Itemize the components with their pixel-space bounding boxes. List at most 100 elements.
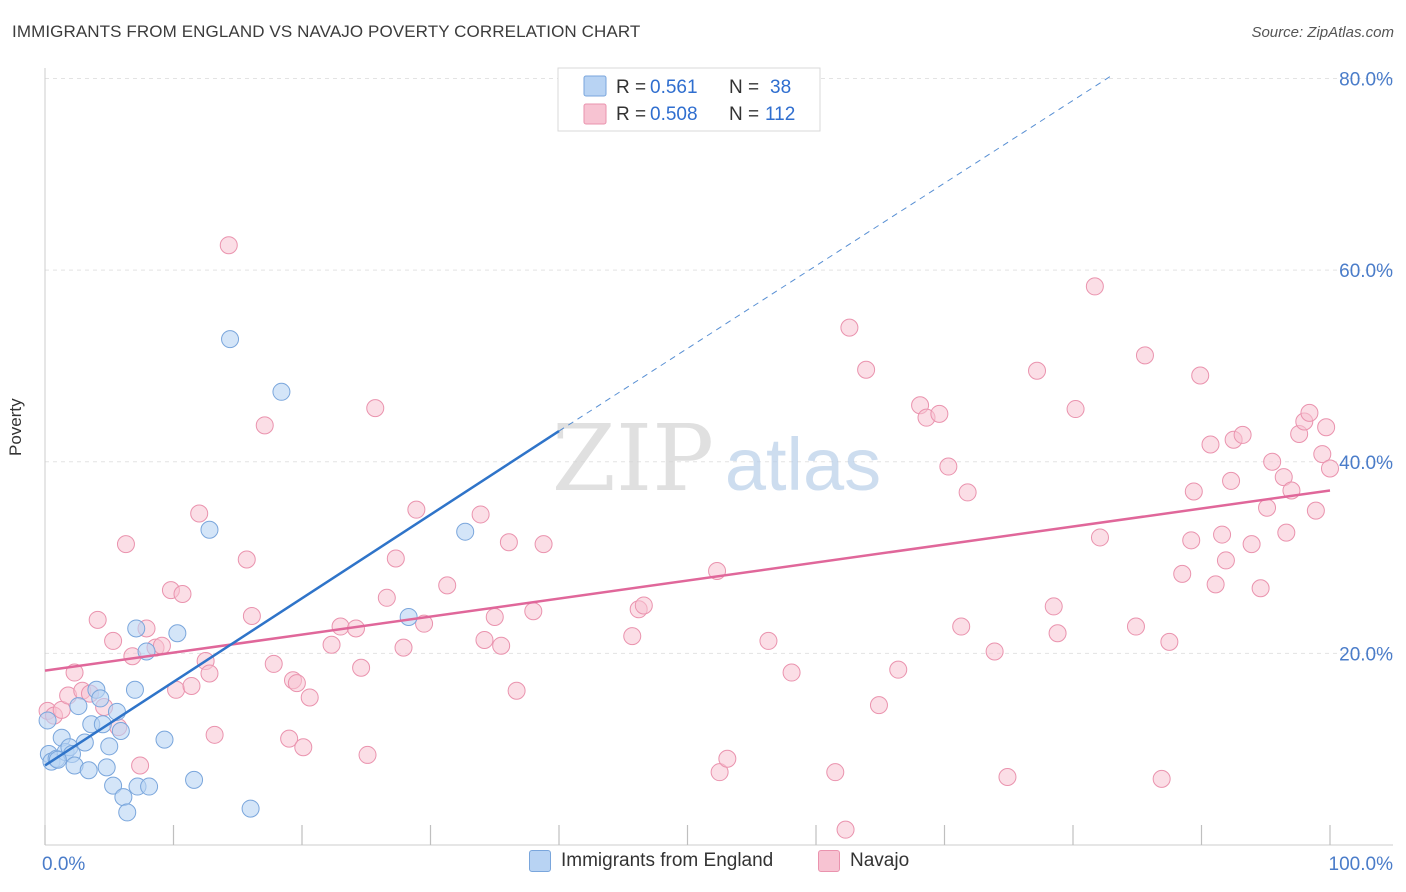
navajo-point [438, 576, 457, 595]
navajo-point [826, 763, 845, 782]
y-tick-label: 40.0% [1339, 453, 1393, 474]
navajo-point [1317, 418, 1336, 437]
navajo-point [1201, 435, 1220, 454]
navajo-point [1242, 535, 1261, 554]
navajo-point [930, 404, 949, 423]
england-point [91, 689, 110, 708]
navajo-point [1213, 525, 1232, 544]
england-point [69, 697, 88, 716]
navajo-point [1066, 400, 1085, 419]
navajo-point [857, 360, 876, 379]
legend-r-label-2: R = [616, 104, 646, 125]
bottom-legend: Immigrants from England Navajo [0, 850, 1406, 880]
y-tick-label: 20.0% [1339, 644, 1393, 665]
england-point [456, 522, 475, 541]
navajo-point [623, 627, 642, 646]
england-point [155, 730, 174, 749]
navajo-point [116, 535, 135, 554]
navajo-point [485, 607, 504, 626]
watermark-atlas: atlas [725, 423, 881, 506]
navajo-point [377, 588, 396, 607]
legend-label-navajo: Navajo [850, 850, 910, 871]
navajo-point [358, 745, 377, 764]
navajo-point [264, 654, 283, 673]
navajo-point [492, 636, 511, 655]
navajo-point [836, 820, 855, 839]
england-point [200, 520, 219, 539]
navajo-point [1233, 425, 1252, 444]
navajo-point [710, 763, 729, 782]
navajo-point [958, 483, 977, 502]
x-tick-label: 0.0% [42, 854, 85, 875]
navajo-point [1263, 452, 1282, 471]
navajo-point [415, 614, 434, 633]
legend-label-england: Immigrants from England [561, 850, 774, 871]
tick-labels: 20.0% 40.0% 60.0% 80.0% 0.0% 100.0% [42, 70, 1393, 876]
navajo-point [287, 674, 306, 693]
x-tick-label: 100.0% [1329, 854, 1394, 875]
watermark: ZIP atlas [552, 405, 881, 512]
england-point [104, 776, 123, 795]
england-point [118, 803, 137, 822]
legend-item-navajo: Navajo [818, 850, 909, 872]
navajo-point [394, 638, 413, 657]
legend-n-label-1: N = [729, 77, 759, 98]
legend-n-value-2: 112 [765, 104, 795, 125]
legend-r-value-2: 0.508 [650, 104, 698, 125]
england-point [111, 721, 130, 740]
navajo-point [104, 631, 123, 650]
navajo-point [1306, 501, 1325, 520]
navajo-point [205, 725, 224, 744]
navajo-point [331, 617, 350, 636]
navajo-point [1191, 366, 1210, 385]
navajo-point [1160, 632, 1179, 651]
england-point [140, 777, 159, 796]
navajo-point [998, 767, 1017, 786]
navajo-point [952, 617, 971, 636]
legend-swatch-england [583, 75, 607, 97]
navajo-point [1216, 551, 1235, 570]
navajo-point [182, 676, 201, 695]
source-label: Source: ZipAtlas.com [1251, 24, 1394, 41]
navajo-point [1090, 528, 1109, 547]
navajo-point [300, 688, 319, 707]
england-trend-line [44, 430, 560, 767]
navajo-point [1321, 459, 1339, 478]
grid-lines [45, 78, 1393, 654]
navajo-point [1251, 579, 1270, 598]
navajo-point [322, 635, 341, 654]
navajo-point [366, 399, 385, 418]
navajo-point [1173, 564, 1192, 583]
navajo-point [152, 636, 171, 655]
navajo-point [88, 610, 107, 629]
navajo-point [1085, 277, 1104, 296]
navajo-point [524, 602, 543, 621]
navajo-point [1222, 471, 1241, 490]
england-point [168, 624, 187, 643]
navajo-point [1044, 597, 1063, 616]
navajo-point [280, 729, 299, 748]
navajo-point [634, 596, 653, 615]
chart-title: IMMIGRANTS FROM ENGLAND VS NAVAJO POVERT… [12, 22, 641, 41]
navajo-point [1126, 617, 1145, 636]
navajo-point [507, 681, 526, 700]
navajo-point [173, 584, 192, 603]
england-point [241, 799, 260, 818]
navajo-point [1028, 361, 1047, 380]
y-tick-label: 80.0% [1339, 70, 1393, 91]
navajo-point [1258, 498, 1277, 517]
axes [44, 68, 1393, 846]
navajo-point [407, 500, 426, 519]
navajo-point [534, 535, 553, 554]
england-point [399, 607, 418, 626]
navajo-point [237, 550, 256, 569]
navajo-point [1300, 403, 1319, 422]
navajo-point [939, 457, 958, 476]
navajo-point [242, 607, 261, 626]
navajo-point [1048, 624, 1067, 643]
england-point [185, 770, 204, 789]
navajo-point [985, 642, 1004, 661]
england-point [221, 330, 240, 349]
navajo-point [386, 549, 405, 568]
legend-swatch-navajo [583, 103, 607, 125]
